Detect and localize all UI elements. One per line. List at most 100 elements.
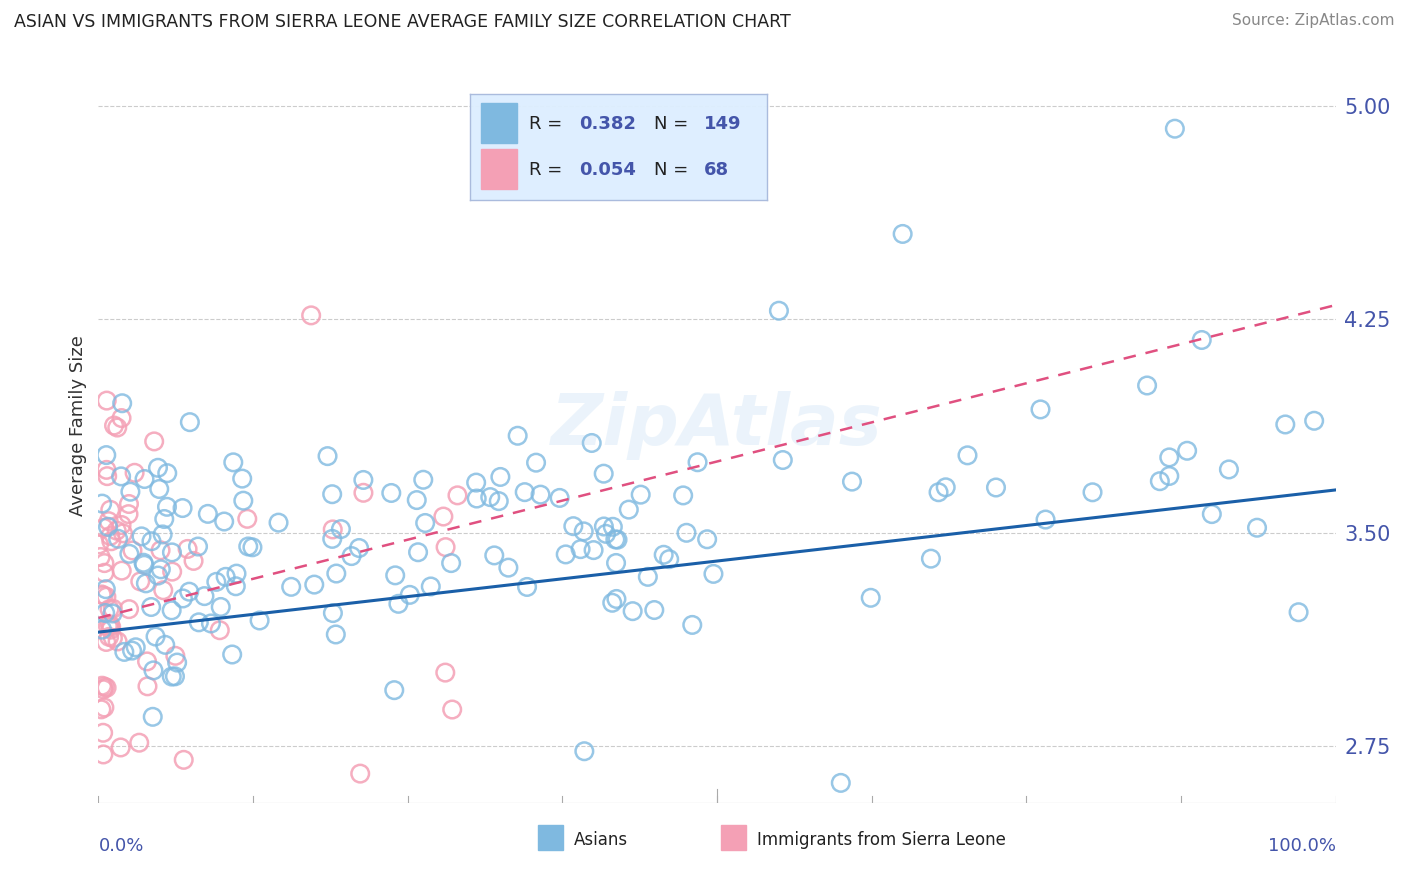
Point (592, 467, 614, 481)
Point (686, 455, 709, 469)
Point (322, 606, 344, 620)
Text: 0.382: 0.382 (579, 115, 637, 133)
Point (98, 502, 121, 516)
Point (209, 599, 232, 614)
Point (702, 566, 724, 581)
Bar (481, 149, 517, 189)
Point (232, 493, 254, 508)
Point (1303, 414, 1326, 428)
Point (548, 491, 571, 505)
Point (160, 545, 183, 559)
Point (93, 521, 115, 535)
Point (91, 725, 114, 739)
Point (124, 466, 146, 480)
Point (205, 574, 228, 589)
Point (117, 507, 139, 521)
Point (488, 494, 510, 508)
Point (173, 753, 195, 767)
Text: 149: 149 (704, 115, 742, 133)
Point (93, 566, 115, 580)
Point (572, 524, 595, 539)
Point (160, 565, 183, 579)
Point (91, 497, 114, 511)
Point (830, 776, 852, 790)
Point (87, 537, 110, 551)
Point (146, 568, 169, 582)
Point (100, 620, 122, 634)
Point (516, 580, 538, 594)
Point (93, 680, 115, 694)
Point (304, 577, 326, 591)
Point (107, 532, 129, 546)
Text: R =: R = (529, 115, 568, 133)
Point (129, 574, 152, 589)
Point (152, 527, 174, 541)
Point (984, 481, 1007, 495)
Point (110, 518, 132, 533)
Point (1164, 121, 1187, 136)
Point (111, 526, 134, 541)
Point (156, 466, 179, 480)
Point (197, 507, 219, 521)
Point (498, 560, 520, 574)
Point (1159, 469, 1181, 483)
Point (212, 515, 235, 529)
Point (96, 393, 118, 408)
Point (132, 556, 155, 570)
Point (956, 448, 979, 462)
Point (153, 512, 176, 526)
Text: Asians: Asians (575, 831, 628, 849)
Point (96, 635, 118, 649)
Point (93, 682, 115, 697)
Point (621, 604, 644, 618)
Point (93, 700, 115, 714)
Text: N =: N = (654, 161, 693, 179)
Text: Source: ZipAtlas.com: Source: ZipAtlas.com (1232, 13, 1395, 29)
Point (96, 463, 118, 477)
Point (134, 558, 156, 572)
Point (1201, 507, 1223, 521)
Point (91, 679, 114, 693)
Point (524, 456, 547, 470)
Point (432, 509, 454, 524)
Point (479, 490, 502, 504)
Point (121, 543, 143, 558)
Point (643, 603, 665, 617)
Point (118, 547, 141, 561)
Point (225, 579, 247, 593)
Point (1035, 512, 1057, 526)
Point (1029, 402, 1052, 417)
Point (772, 453, 794, 467)
Point (1246, 521, 1268, 535)
Point (91, 623, 114, 637)
Point (637, 570, 659, 584)
Point (111, 564, 134, 578)
Point (465, 491, 488, 506)
Point (125, 640, 148, 655)
Point (928, 485, 950, 500)
Text: N =: N = (654, 115, 693, 133)
Point (179, 415, 201, 429)
Point (652, 548, 675, 562)
Point (120, 484, 142, 499)
Point (187, 540, 209, 554)
Point (529, 488, 551, 502)
Text: 68: 68 (704, 161, 730, 179)
Point (569, 542, 592, 557)
Point (97, 514, 120, 528)
Point (1274, 417, 1296, 432)
Point (166, 656, 188, 670)
Point (98, 617, 121, 632)
Point (93, 747, 115, 762)
Point (152, 583, 174, 598)
Point (1288, 605, 1310, 619)
Point (236, 512, 259, 526)
Point (891, 227, 914, 241)
Point (321, 487, 343, 501)
Point (183, 554, 205, 568)
Point (387, 597, 409, 611)
Point (90, 549, 112, 564)
Point (299, 309, 322, 323)
Point (145, 630, 167, 644)
Point (98, 602, 121, 616)
